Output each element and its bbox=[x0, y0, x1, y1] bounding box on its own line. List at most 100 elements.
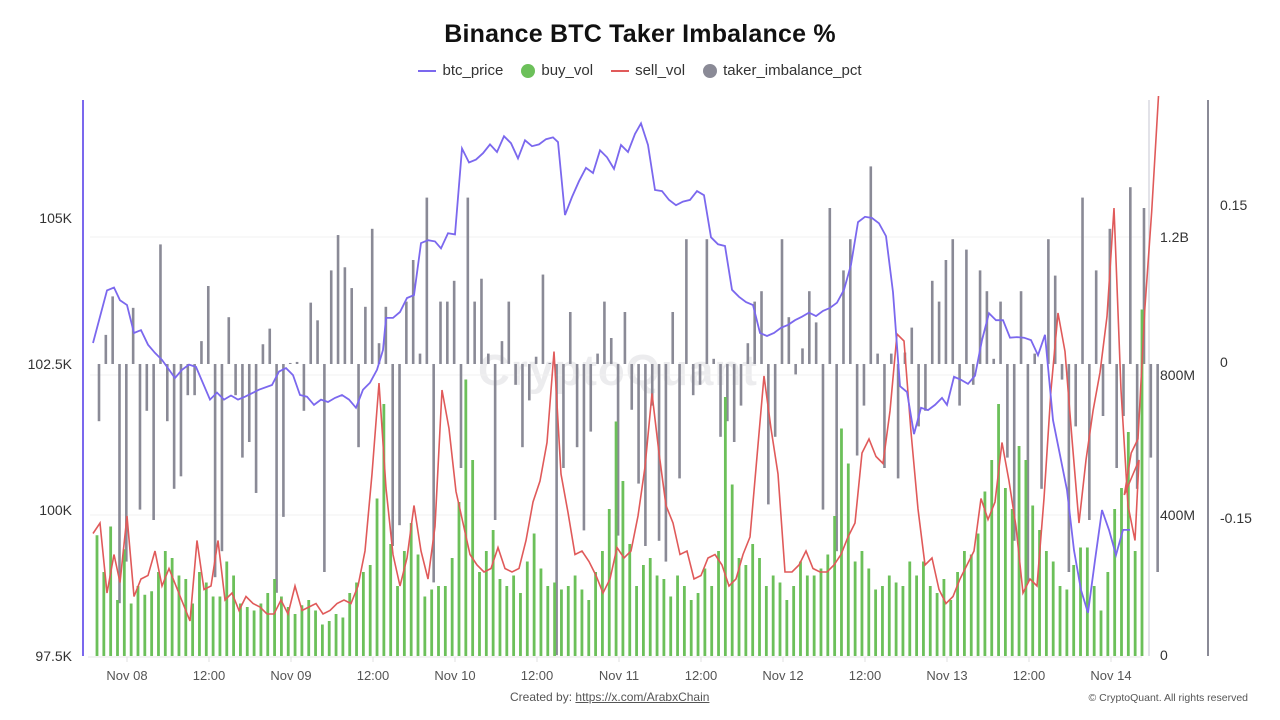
imbalance-bar bbox=[179, 364, 183, 477]
left-axis-labels: 105K 102.5K 100K 97.5K bbox=[28, 210, 73, 664]
buy-vol-bar bbox=[170, 558, 174, 656]
buy-vol-bar bbox=[546, 586, 550, 656]
buy-vol-bar bbox=[1072, 565, 1076, 656]
imbalance-bar bbox=[1149, 364, 1153, 458]
buy-vol-bar bbox=[560, 589, 563, 656]
imbalance-bar bbox=[603, 301, 606, 364]
buy-vol-bar bbox=[764, 586, 768, 656]
buy-vol-bar bbox=[450, 558, 454, 656]
buy-vol-bar bbox=[621, 481, 625, 656]
legend-item-btc-price[interactable]: btc_price bbox=[418, 62, 503, 79]
imbalance-bar bbox=[1053, 275, 1057, 364]
created-by-link[interactable]: https://x.com/ArabxChain bbox=[575, 690, 710, 704]
chart-title: Binance BTC Taker Imbalance % bbox=[444, 20, 836, 48]
legend-label: taker_imbalance_pct bbox=[723, 62, 862, 79]
axis-tick: 800M bbox=[1160, 367, 1195, 383]
imbalance-bar bbox=[1012, 364, 1016, 541]
buy-vol-bar bbox=[1038, 530, 1041, 656]
imbalance-bar bbox=[596, 353, 599, 364]
imbalance-bar bbox=[200, 341, 203, 364]
imbalance-bar bbox=[514, 364, 517, 385]
imbalance-bar bbox=[131, 307, 135, 364]
imbalance-bar bbox=[473, 301, 476, 364]
buy-vol-bar bbox=[1065, 589, 1069, 656]
buy-vol-bar bbox=[744, 565, 748, 656]
imbalance-bar bbox=[213, 364, 217, 578]
buy-vol-bar bbox=[969, 554, 973, 656]
imbalance-bar bbox=[555, 364, 558, 656]
imbalance-bar bbox=[855, 364, 859, 456]
buy-vol-bar bbox=[375, 498, 379, 656]
buy-vol-bar bbox=[1051, 561, 1055, 656]
buy-vol-bar bbox=[218, 596, 222, 656]
imbalance-bar bbox=[459, 364, 463, 468]
buy-vol-bar bbox=[963, 551, 966, 656]
buy-vol-bar bbox=[259, 603, 263, 656]
buy-vol-bar bbox=[286, 607, 290, 656]
buy-vol-bar bbox=[122, 549, 126, 656]
buy-vol-bar bbox=[1010, 509, 1014, 656]
imbalance-bar bbox=[480, 278, 483, 364]
buy-vol-bar bbox=[211, 596, 215, 656]
buy-vol-bar bbox=[587, 600, 591, 656]
buy-vol-bar bbox=[723, 397, 727, 656]
buy-vol-bar bbox=[785, 600, 789, 656]
imbalance-bar bbox=[623, 312, 627, 364]
imbalance-bar bbox=[889, 353, 893, 364]
imbalance-bar bbox=[705, 239, 709, 364]
buy-vol-bar bbox=[116, 600, 119, 656]
legend-item-taker-imbalance[interactable]: taker_imbalance_pct bbox=[703, 62, 862, 79]
imbalance-bar bbox=[760, 291, 763, 364]
buy-vol-bar bbox=[457, 502, 461, 656]
axis-tick: 97.5K bbox=[35, 648, 72, 664]
buy-vol-bar bbox=[771, 575, 775, 656]
buy-vol-bar bbox=[573, 575, 577, 656]
buy-vol-bar bbox=[833, 516, 837, 656]
imbalance-bar bbox=[1135, 364, 1139, 489]
x-tick-label: Nov 11 bbox=[599, 668, 639, 683]
imbalance-bar bbox=[166, 364, 169, 422]
buy-vol-bar bbox=[1079, 547, 1082, 656]
axis-tick: 102.5K bbox=[28, 356, 73, 372]
imbalance-bar bbox=[849, 239, 852, 364]
imbalance-bar bbox=[323, 364, 326, 572]
legend-item-buy-vol[interactable]: buy_vol bbox=[521, 62, 593, 79]
buy-vol-bar bbox=[812, 575, 816, 656]
buy-vol-bar bbox=[273, 579, 276, 656]
buy-vol-bar bbox=[129, 603, 133, 656]
imbalance-bar bbox=[1067, 364, 1071, 572]
buy-vol-bar bbox=[430, 589, 434, 656]
imbalance-bar bbox=[678, 364, 681, 479]
imbalance-bar bbox=[992, 358, 996, 364]
imbalance-bar bbox=[500, 341, 504, 364]
x-tick-label: 12:00 bbox=[1013, 668, 1046, 683]
buy-vol-bar bbox=[703, 568, 707, 656]
imbalance-bar bbox=[493, 364, 497, 520]
imbalance-bar bbox=[418, 353, 422, 364]
imbalance-bar bbox=[924, 364, 927, 411]
line-swatch-icon bbox=[611, 69, 630, 72]
buy-vol-bar bbox=[191, 603, 195, 656]
buy-vol-bar bbox=[498, 579, 502, 656]
buy-vol-bar bbox=[737, 558, 741, 656]
buy-vol-bar bbox=[293, 614, 297, 656]
buy-vol-bar bbox=[669, 596, 673, 656]
buy-vol-bar bbox=[819, 568, 823, 656]
buy-vol-bar bbox=[1092, 586, 1096, 656]
buy-vol-bar bbox=[389, 544, 393, 656]
legend-item-sell-vol[interactable]: sell_vol bbox=[611, 62, 685, 79]
axis-tick: 400M bbox=[1160, 507, 1195, 523]
buy-vol-bar bbox=[655, 575, 659, 656]
imbalance-bar bbox=[971, 364, 975, 385]
imbalance-bar bbox=[1156, 364, 1159, 572]
buy-vol-bar bbox=[198, 572, 201, 656]
buy-vol-bar bbox=[327, 621, 331, 656]
imbalance-bar bbox=[767, 364, 770, 505]
imbalance-bar bbox=[446, 301, 449, 364]
x-tick-label: Nov 08 bbox=[106, 668, 147, 683]
imbalance-bar bbox=[295, 361, 299, 364]
buy-vol-bar bbox=[532, 533, 536, 656]
imbalance-bar bbox=[671, 312, 675, 364]
buy-vol-bar bbox=[539, 568, 543, 656]
